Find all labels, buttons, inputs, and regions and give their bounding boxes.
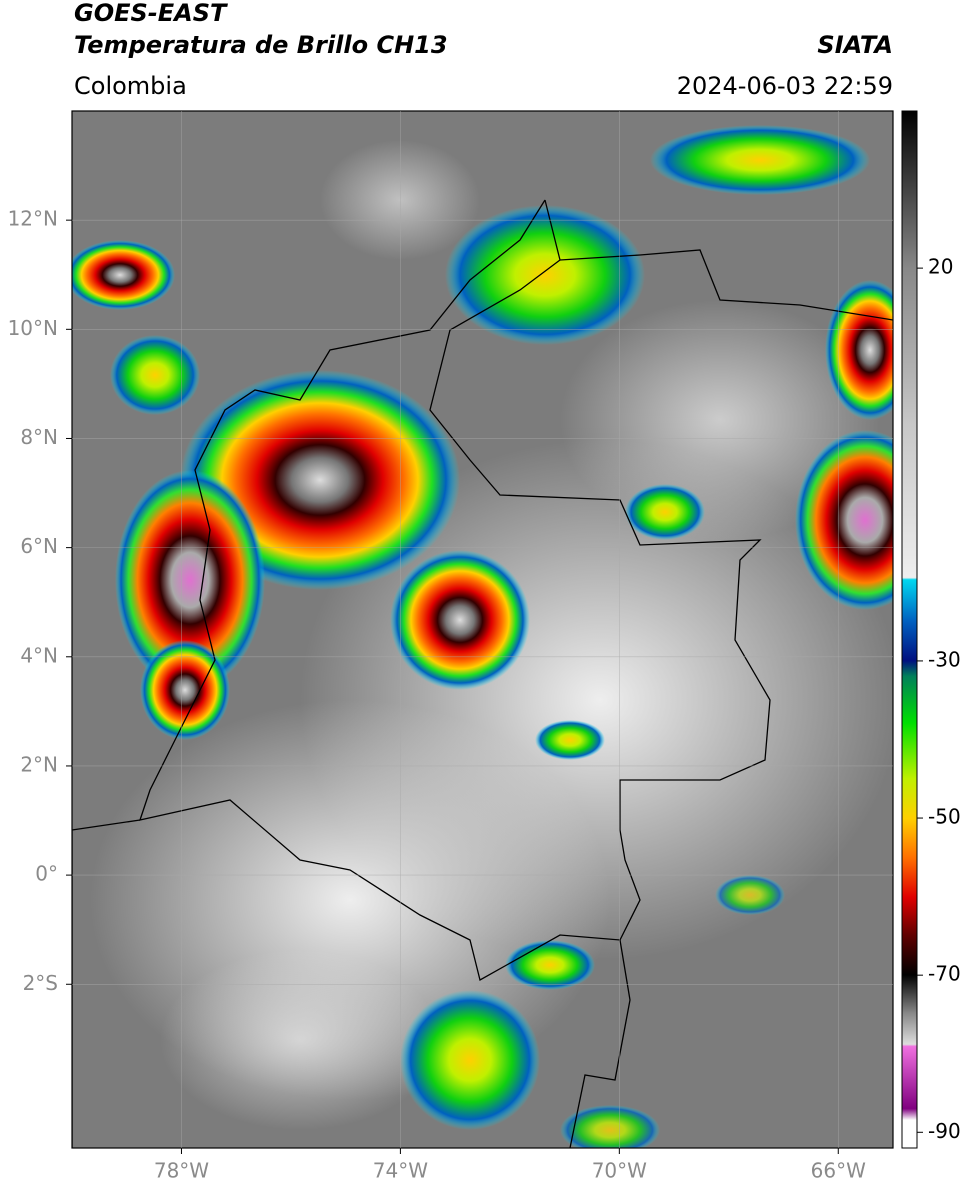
map-frame (71, 110, 894, 1149)
region: Colombia (74, 72, 187, 100)
x-tick-label: 78°W (154, 1159, 209, 1183)
coastline (72, 819, 141, 1148)
y-tick-label: 2°N (20, 752, 58, 776)
colorbar-tick-label: -90 (928, 1119, 961, 1143)
colorbar-tick-label: -30 (928, 647, 961, 671)
borders (569, 939, 631, 1148)
source: SIATA (817, 31, 893, 59)
subtitle: Temperatura de Brillo CH13 (74, 31, 448, 59)
colorbar (901, 110, 918, 1149)
y-tick-label: 4°N (20, 643, 58, 667)
y-tick-label: 8°N (20, 425, 58, 449)
coastline (559, 249, 893, 321)
borders (139, 199, 771, 981)
y-tick-label: 6°N (20, 534, 58, 558)
y-tick-label: 10°N (8, 316, 58, 340)
y-tick-label: 0° (35, 862, 58, 886)
x-tick-label: 70°W (592, 1159, 647, 1183)
satellite-imagery (72, 111, 893, 1148)
title: GOES-EAST (74, 0, 228, 27)
timestamp: 2024-06-03 22:59 (677, 72, 893, 100)
x-tick-label: 74°W (373, 1159, 428, 1183)
colorbar-tick-label: 20 (928, 255, 953, 279)
colorbar-tick-label: -50 (928, 805, 961, 829)
colorbar-tick-label: -70 (928, 962, 961, 986)
y-tick-label: 2°S (23, 971, 58, 995)
x-tick-label: 66°W (811, 1159, 866, 1183)
y-tick-label: 12°N (8, 207, 58, 231)
